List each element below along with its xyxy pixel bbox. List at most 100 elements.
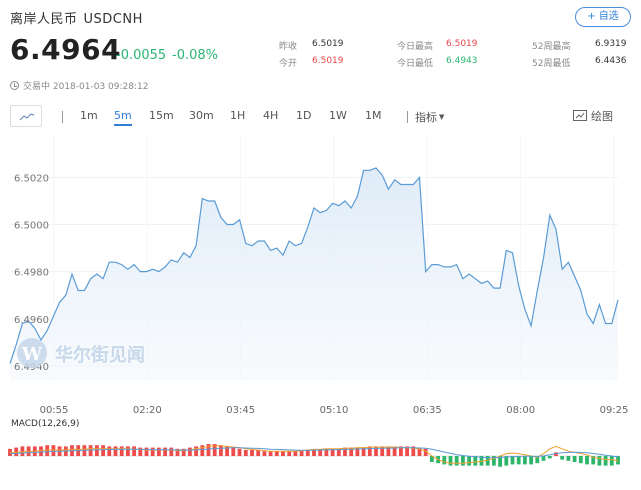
instrument-name: 离岸人民币 xyxy=(10,12,78,27)
macd-bar xyxy=(609,456,614,466)
day-low-label: 今日最低 xyxy=(397,59,434,69)
macd-bar xyxy=(597,456,602,466)
macd-bar xyxy=(132,446,136,456)
watermark-text: 华尔街见闻 xyxy=(55,344,145,366)
macd-bar xyxy=(585,456,589,465)
prev-close-label: 昨收 xyxy=(279,42,298,52)
macd-bar xyxy=(101,445,105,456)
macd-bar xyxy=(417,447,422,456)
macd-bar xyxy=(212,444,217,456)
macd-bar xyxy=(318,450,323,456)
tab-5m[interactable]: 5m xyxy=(114,109,132,126)
macd-bar xyxy=(107,446,112,456)
macd-bar xyxy=(219,445,223,456)
macd-bar xyxy=(169,447,174,456)
tab-30m[interactable]: 30m xyxy=(189,109,214,122)
week52-high-label: 52周最高 xyxy=(532,42,571,52)
macd-bar xyxy=(473,456,478,466)
macd-bar xyxy=(175,448,180,456)
tab-1m[interactable]: 1m xyxy=(80,109,98,122)
week52-high-value: 6.9319 xyxy=(595,39,627,49)
x-axis-label: 00:55 xyxy=(40,405,69,416)
macd-bar xyxy=(126,446,130,456)
macd-bar xyxy=(225,446,229,456)
indicator-dropdown[interactable]: 指标 ▼ xyxy=(415,109,444,125)
macd-bar xyxy=(442,456,447,465)
indicator-label: 指标 xyxy=(415,111,437,124)
macd-bar xyxy=(467,456,471,466)
instrument-symbol: USDCNH xyxy=(83,12,143,27)
macd-bar xyxy=(516,456,521,465)
macd-bar xyxy=(566,456,571,461)
tab-1h[interactable]: 1H xyxy=(230,109,246,122)
macd-label: MACD(12,26,9) xyxy=(11,419,80,429)
macd-bar xyxy=(535,456,540,464)
line-chart-type-icon[interactable] xyxy=(10,105,42,127)
macd-bar xyxy=(188,447,192,456)
macd-bar xyxy=(200,445,205,456)
macd-bar xyxy=(231,447,236,456)
macd-bar xyxy=(504,456,509,466)
toolbar-divider xyxy=(62,111,63,123)
tab-1d[interactable]: 1D xyxy=(296,109,312,122)
tab-1m-month[interactable]: 1M xyxy=(365,109,382,122)
tab-1w[interactable]: 1W xyxy=(329,109,347,122)
macd-bar xyxy=(51,445,56,456)
macd-bar xyxy=(380,446,385,456)
macd-bar xyxy=(305,450,310,456)
tab-4h[interactable]: 4H xyxy=(263,109,279,122)
macd-bar xyxy=(349,447,354,456)
trading-status: 交易中 2018-01-03 09:28:12 xyxy=(10,79,148,92)
macd-bar xyxy=(485,456,490,466)
macd-bar xyxy=(119,446,124,456)
add-watchlist-button[interactable]: + 自选 xyxy=(575,7,631,27)
macd-bar xyxy=(20,446,25,456)
watermark: W 华尔街见闻 xyxy=(17,338,145,368)
macd-bar xyxy=(367,446,372,456)
macd-bar xyxy=(113,446,118,456)
open-label: 今开 xyxy=(279,59,298,69)
price-change-percent: -0.08% xyxy=(172,48,218,63)
macd-bar xyxy=(14,447,19,456)
macd-bar xyxy=(250,450,254,456)
macd-bar xyxy=(616,456,620,465)
macd-bar xyxy=(374,446,378,456)
macd-bar xyxy=(206,444,211,456)
y-axis-label: 6.4980 xyxy=(14,268,49,279)
macd-bar xyxy=(523,456,527,465)
clock-icon xyxy=(10,81,19,90)
price-change: -0.0055 xyxy=(116,48,167,63)
macd-bar xyxy=(479,456,484,466)
day-low-value: 6.4943 xyxy=(446,56,478,66)
draw-button[interactable]: 绘图 xyxy=(573,108,613,124)
macd-bar xyxy=(293,451,298,456)
price-line xyxy=(9,167,619,364)
macd-bar xyxy=(361,447,366,456)
tab-15m[interactable]: 15m xyxy=(149,109,174,122)
signal-line xyxy=(9,447,619,459)
macd-bar xyxy=(88,445,93,456)
macd-bar xyxy=(355,447,360,456)
x-axis-label: 08:00 xyxy=(506,405,535,416)
y-axis-label: 6.5020 xyxy=(14,173,49,184)
macd-bar xyxy=(423,448,428,456)
macd-bar xyxy=(138,447,143,456)
macd-bar xyxy=(547,456,552,459)
x-axis-label: 09:25 xyxy=(600,405,629,416)
macd-bar xyxy=(572,456,577,462)
macd-bar xyxy=(39,446,43,456)
toolbar-divider xyxy=(407,111,408,123)
macd-bar xyxy=(243,450,248,456)
macd-bar xyxy=(343,447,347,456)
prev-close-value: 6.5019 xyxy=(312,39,344,49)
macd-bar xyxy=(454,456,459,466)
macd-bar xyxy=(150,447,155,456)
macd-bar xyxy=(268,451,273,456)
macd-bar xyxy=(405,446,409,456)
draw-icon xyxy=(573,110,587,121)
macd-bar xyxy=(144,447,149,456)
macd-bar xyxy=(392,446,397,456)
week52-low-label: 52周最低 xyxy=(532,59,571,69)
macd-bar xyxy=(163,447,167,456)
